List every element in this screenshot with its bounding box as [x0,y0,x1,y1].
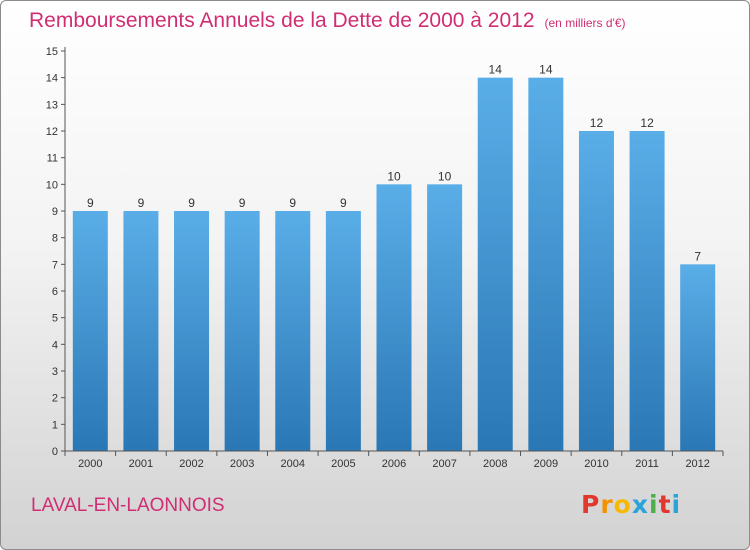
chart-title: Remboursements Annuels de la Dette de 20… [29,9,626,33]
logo-letter: x [631,490,649,519]
x-axis: 2000 2001 2002 2003 2004 2005 2006 2007 2008 2009… [64,450,724,470]
x-tick-label: 2008 [483,458,507,470]
data-label: 9 [289,196,296,210]
x-tick-label: 2012 [685,458,709,470]
data-label: 12 [590,116,604,130]
bar [325,211,361,451]
y-tick-label: 9 [52,206,58,218]
y-tick-label: 6 [52,286,58,298]
y-tick-label: 4 [52,339,58,351]
logo-letter: r [600,490,614,519]
y-tick-label: 12 [46,126,58,138]
bar [275,211,311,451]
chart-title-text: Remboursements Annuels de la Dette de 20… [29,9,535,32]
logo-letter: P [581,490,601,519]
logo-letter: t [658,490,672,519]
bar [629,131,665,451]
y-tick-label: 8 [52,233,58,245]
logo-letter: i [671,490,682,519]
bar [680,264,716,451]
data-label: 9 [239,196,246,210]
y-tick-label: 11 [47,153,58,165]
y-tick-label: 7 [52,259,58,271]
x-tick-label: 2006 [382,458,406,470]
bar [72,211,108,451]
bar [224,211,260,451]
x-tick-label: 2004 [281,458,305,470]
y-tick-label: 15 [46,46,58,58]
data-label: 14 [489,63,503,77]
unit-note: (en milliers d'€) [544,16,626,30]
x-tick-label: 2007 [432,458,456,470]
y-tick-label: 3 [52,366,58,378]
data-label: 10 [438,169,452,183]
data-label: 7 [694,249,701,263]
x-tick-label: 2000 [78,458,102,470]
y-tick-label: 1 [52,419,58,431]
data-label: 9 [87,196,94,210]
y-tick-label: 5 [52,313,58,325]
x-tick-label: 2001 [129,458,153,470]
x-tick-label: 2005 [331,458,355,470]
x-tick-label: 2010 [584,458,608,470]
x-tick-label: 2009 [534,458,558,470]
bar [578,131,614,451]
x-tick-label: 2011 [635,458,659,470]
y-tick-label: 14 [46,73,58,85]
y-tick-label: 13 [46,99,58,111]
data-label: 9 [188,196,195,210]
bar [528,77,564,452]
proxiti-logo: Proxiti [581,490,681,519]
data-label: 9 [340,196,347,210]
y-tick-label: 2 [52,393,58,405]
y-tick-label: 10 [46,179,58,191]
bar [376,184,412,452]
x-tick-label: 2003 [230,458,254,470]
bar [123,211,159,451]
data-label: 9 [138,196,145,210]
bar [174,211,210,451]
y-tick-label: 0 [52,446,58,458]
bar [477,77,513,452]
data-label: 14 [539,63,553,77]
data-label: 10 [387,169,401,183]
bar [427,184,463,452]
logo-letter: o [613,490,632,519]
logo-letter: i [649,490,659,519]
bars: 9 9 9 9 9 9 10 10 14 14 12 12 7 [72,63,716,452]
city-name: LAVAL-EN-LAONNOIS [31,495,225,516]
data-label: 12 [640,116,654,130]
x-tick-label: 2002 [179,458,203,470]
